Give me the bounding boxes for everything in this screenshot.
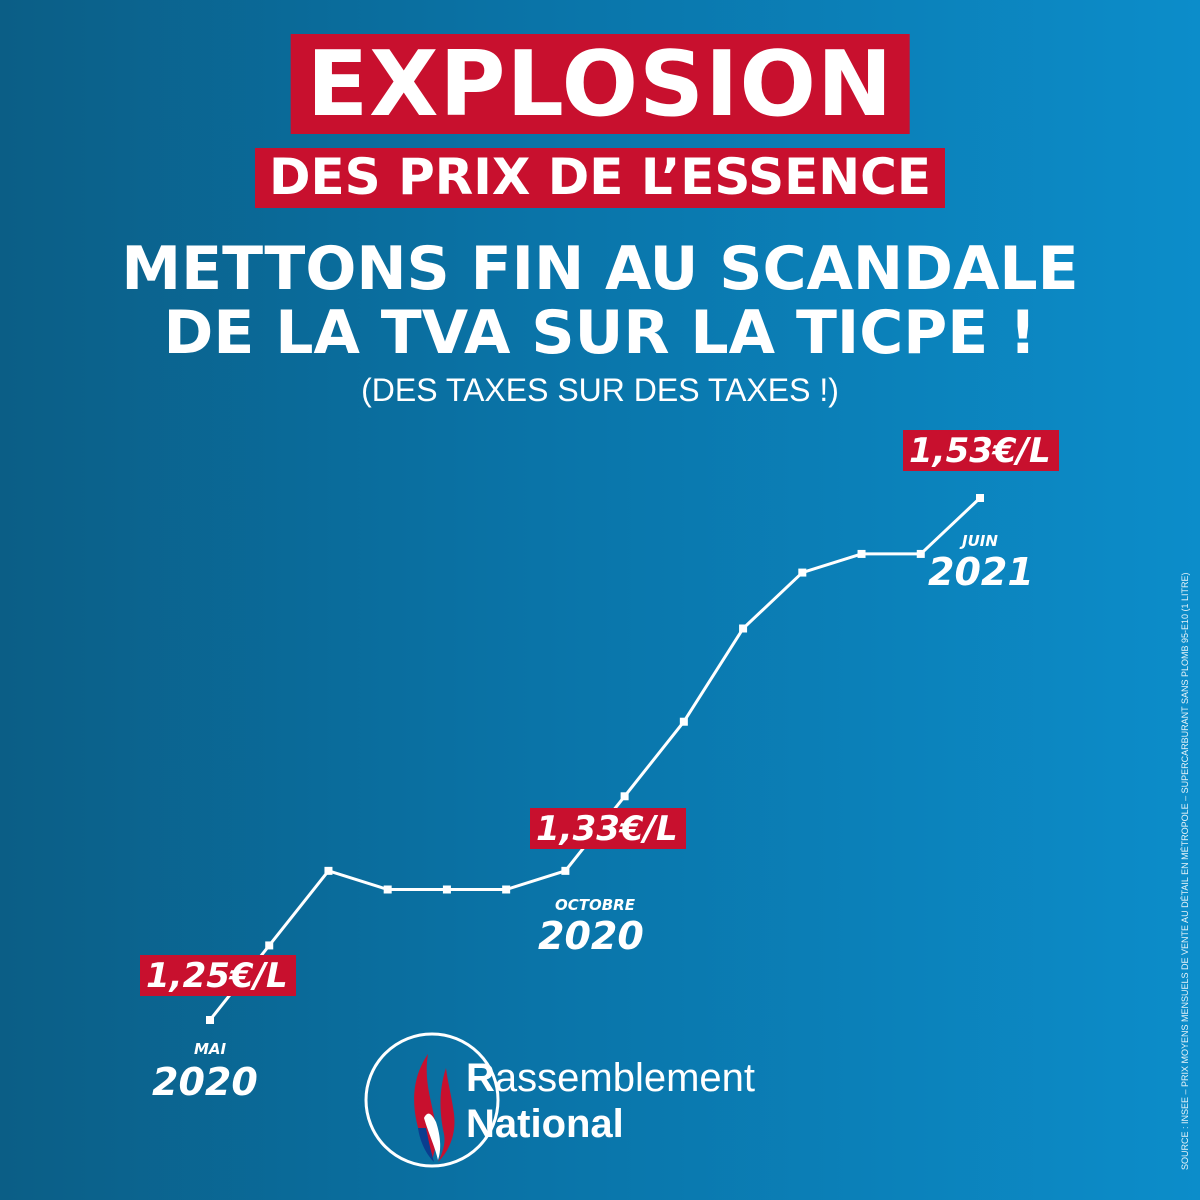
month-label-end: JUIN <box>962 532 998 550</box>
logo-wordmark-rest: assemblement <box>494 1056 756 1100</box>
price-label-start: 1,25€/L <box>140 955 296 996</box>
data-point-2021-02 <box>739 624 748 633</box>
source-note: SOURCE : INSEE – PRIX MOYENS MENSUELS DE… <box>1180 572 1190 1171</box>
data-point-2021-04 <box>857 549 866 558</box>
data-point-2020-06 <box>265 941 274 950</box>
data-point-2020-08 <box>383 885 392 894</box>
subtitle-prix-essence: DES PRIX DE L’ESSENCE <box>255 148 945 208</box>
data-point-2020-12 <box>620 792 629 801</box>
year-label-mid: 2020 <box>538 914 644 958</box>
month-label-mid: OCTOBRE <box>555 896 635 914</box>
headline-line-2: DE LA TVA SUR LA TICPE ! <box>163 298 1037 368</box>
aside-taxes: (DES TAXES SUR DES TAXES !) <box>361 372 839 408</box>
data-point-2021-01 <box>679 717 688 726</box>
data-point-2021-06 <box>976 494 984 502</box>
headline-line-1: METTONS FIN AU SCANDALE <box>121 234 1079 304</box>
price-label-end: 1,53€/L <box>903 430 1059 471</box>
price-label-mid: 1,33€/L <box>530 808 686 849</box>
title-explosion: EXPLOSION <box>290 34 910 134</box>
data-point-2020-09 <box>442 885 451 894</box>
month-label-start: MAI <box>193 1040 227 1058</box>
data-point-2020-11 <box>561 866 570 875</box>
year-label-end: 2021 <box>928 550 1034 594</box>
data-point-2020-07 <box>324 866 333 875</box>
flame-emblem-icon <box>364 1032 500 1168</box>
year-label-start: 2020 <box>152 1060 258 1104</box>
data-point-2021-05 <box>916 549 925 558</box>
data-point-2020-05 <box>206 1016 214 1024</box>
data-point-2020-10 <box>502 885 511 894</box>
rassemblement-national-logo: Rassemblement National <box>362 1030 842 1170</box>
logo-wordmark-line2: National <box>466 1102 624 1146</box>
logo-wordmark-line1: Rassemblement <box>466 1056 755 1101</box>
data-point-2021-03 <box>798 568 807 577</box>
logo-initial-r: R <box>466 1056 495 1100</box>
